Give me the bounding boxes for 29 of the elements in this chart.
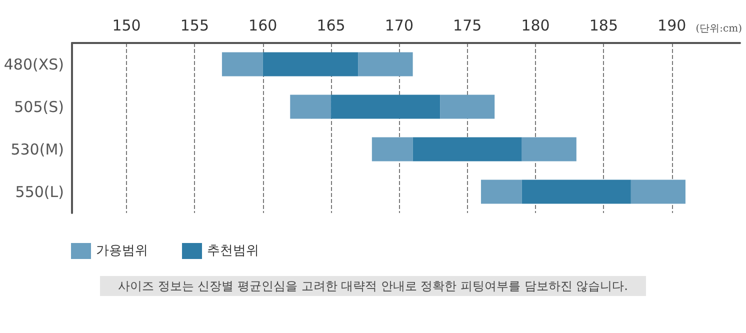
bar [522,137,576,162]
bar [440,94,495,119]
y-tick-label: 480(XS) [4,55,64,74]
legend-label: 가용범위 [96,244,148,258]
x-tick-label: 175 [453,16,482,34]
bar [372,137,413,162]
y-tick-label: 550(L) [15,182,64,201]
x-tick-label: 185 [589,16,618,34]
bar [358,52,413,76]
x-tick-label: 190 [658,16,686,34]
y-tick-label: 505(S) [14,98,64,116]
x-axis-title: (단위:cm) [696,24,742,34]
bar [262,52,358,76]
y-tick-label: 530(M) [10,140,64,158]
bar [331,94,440,119]
legend-label: 추천범위 [207,244,259,258]
x-tick-label: 165 [316,16,346,34]
bar [480,180,522,204]
bar [630,180,686,204]
text: 사이즈 정보는 신장별 평균인심을 고려한 대략적 안내로 정확한 피팅여부를 담보하진 않습니다. [118,279,628,293]
bar [522,180,631,204]
x-tick-label: 170 [384,16,414,34]
x-tick-label: 150 [112,16,141,34]
x-tick-label: 160 [248,16,278,34]
bar [290,94,332,119]
x-tick-label: 155 [180,16,210,34]
bar [412,137,522,162]
bar [222,52,263,76]
x-tick-label: 180 [521,16,550,34]
